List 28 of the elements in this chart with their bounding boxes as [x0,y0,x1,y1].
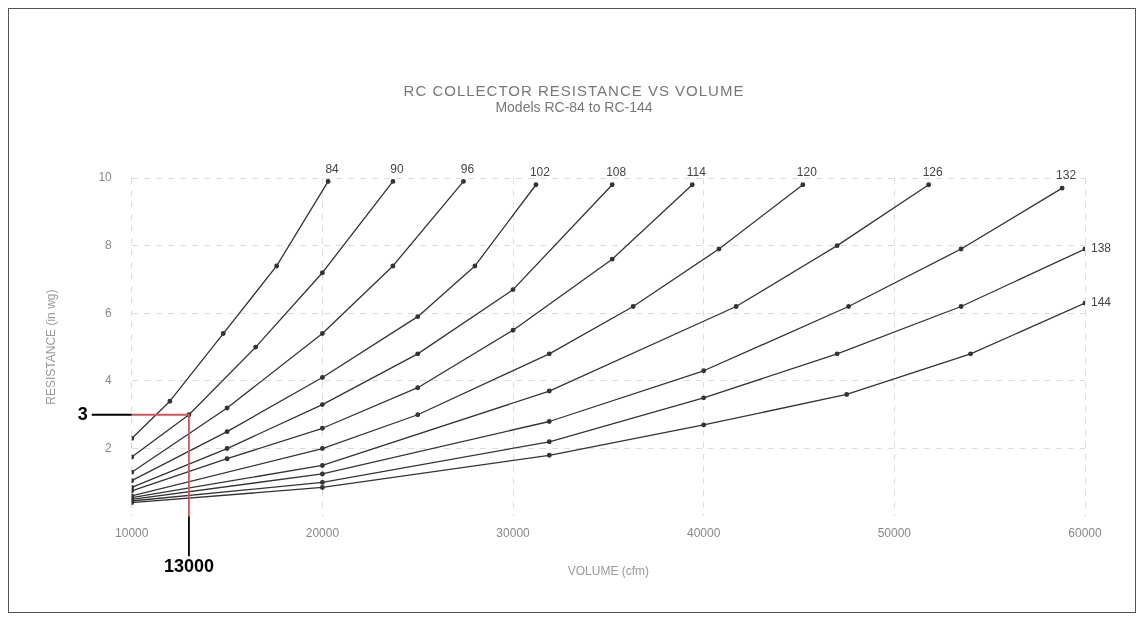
y-tick-label: 4 [105,373,113,388]
y-tick-label: 2 [105,440,113,455]
y-axis-title: RESISTANCE (in wg) [43,289,58,405]
annotation: 13000 [163,556,214,577]
series-label: 132 [1056,168,1077,183]
y-tick-label: 8 [105,237,113,252]
y-tick-label: 6 [105,305,113,320]
x-tick-label: 40000 [687,525,721,540]
x-tick-label: 30000 [496,525,531,540]
series-label: 126 [922,165,943,180]
series-label: 114 [686,165,707,180]
x-tick-label: 20000 [305,525,340,540]
annotation: 3 [77,403,88,424]
x-tick-label: 60000 [1068,525,1103,540]
x-tick-label: 50000 [877,525,912,540]
y-tick-label: 10 [98,170,113,185]
series-label: 108 [606,165,627,180]
series-label: 144 [1091,295,1112,310]
x-axis-title: VOLUME (cfm) [567,564,650,579]
series-label: 90 [390,161,404,176]
series-label: 96 [460,161,475,176]
x-tick-label: 10000 [115,525,149,540]
chart-subtitle: Models RC-84 to RC-144 [494,99,654,115]
chart-title: RC COLLECTOR RESISTANCE VS VOLUME [402,82,746,99]
series-label: 102 [529,165,551,180]
series-label: 120 [796,165,818,180]
series-label: 138 [1091,241,1112,256]
series-label: 84 [325,161,340,176]
